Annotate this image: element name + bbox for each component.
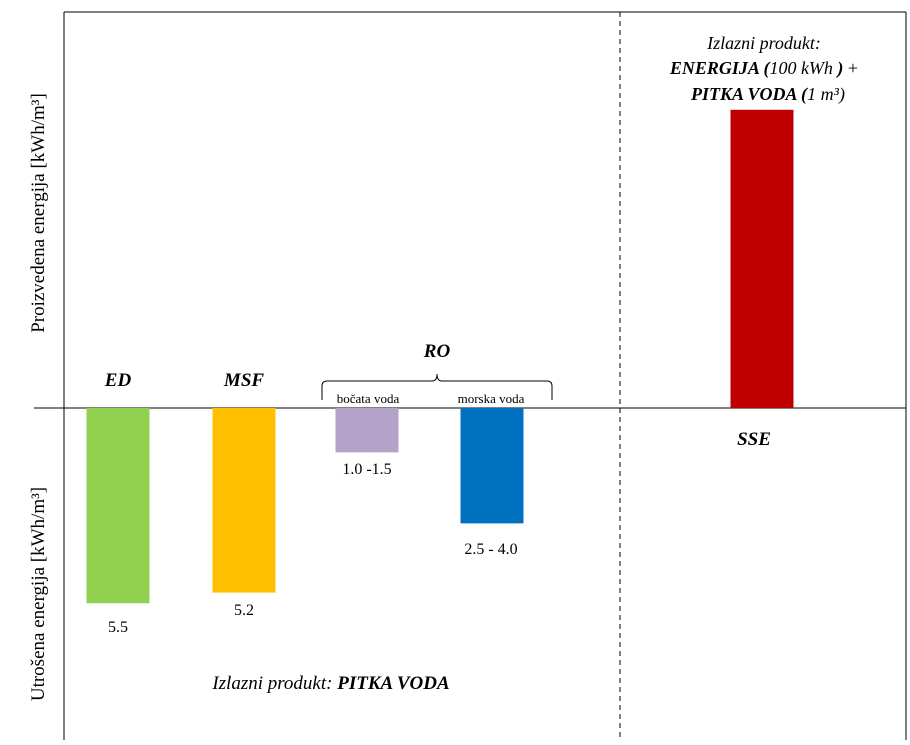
left-output-prefix: Izlazni produkt: (211, 673, 337, 694)
right-output-line3: PITKA VODA (1 m³) (690, 84, 845, 105)
ro-brace (321, 373, 553, 400)
bar-ed (86, 408, 150, 604)
ylabel-top: Proizvedena energija [kWh/m³] (28, 93, 49, 333)
category-label-msf: MSF (223, 370, 264, 391)
value-label-morska: 2.5 - 4.0 (464, 541, 517, 558)
category-label-ed: ED (104, 370, 132, 391)
right-output-kwh: 100 kWh (769, 58, 832, 78)
category-label-morska: morska voda (458, 391, 525, 406)
value-label-msf: 5.2 (234, 602, 254, 619)
ylabel-bottom: Utrošena energija [kWh/m³] (28, 487, 49, 701)
bar-sse (730, 109, 794, 409)
bar-ro-morska (460, 408, 524, 524)
right-output-plus: + (843, 58, 858, 78)
category-label-bocata: bočata voda (337, 391, 400, 406)
right-output-energija: ENERGIJA ( (669, 58, 772, 79)
group-label-ro: RO (423, 341, 451, 362)
right-output-line2: ENERGIJA (100 kWh ) + (669, 58, 858, 79)
bar-ro-bocata (335, 408, 399, 453)
bar-msf (212, 408, 276, 593)
right-output-pitka: PITKA VODA ( (690, 84, 809, 105)
right-output-m3: 1 m³) (807, 84, 845, 105)
right-output-line1: Izlazni produkt: (706, 33, 821, 53)
left-output-bold: PITKA VODA (336, 673, 449, 694)
left-output-label: Izlazni produkt: PITKA VODA (211, 673, 449, 694)
value-label-bocata: 1.0 -1.5 (342, 461, 391, 478)
category-label-sse: SSE (737, 429, 771, 450)
value-label-ed: 5.5 (108, 619, 128, 636)
right-output-close: ) (833, 58, 844, 79)
